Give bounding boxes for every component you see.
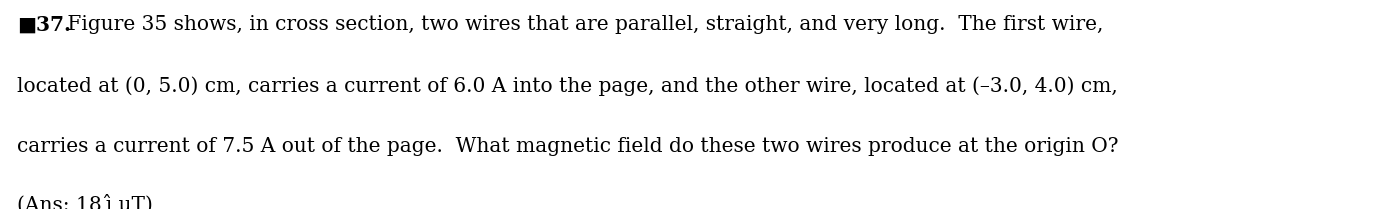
Text: located at (0, 5.0) cm, carries a current of 6.0 A into the page, and the other : located at (0, 5.0) cm, carries a curren… xyxy=(17,76,1118,96)
Text: Figure 35 shows, in cross section, two wires that are parallel, straight, and ve: Figure 35 shows, in cross section, two w… xyxy=(61,15,1104,34)
Text: (Ans: 18 ȷ̂ μT): (Ans: 18 ȷ̂ μT) xyxy=(17,194,153,209)
Text: carries a current of 7.5 A out of the page.  What magnetic field do these two wi: carries a current of 7.5 A out of the pa… xyxy=(17,137,1118,156)
Text: ■37.: ■37. xyxy=(17,15,71,35)
